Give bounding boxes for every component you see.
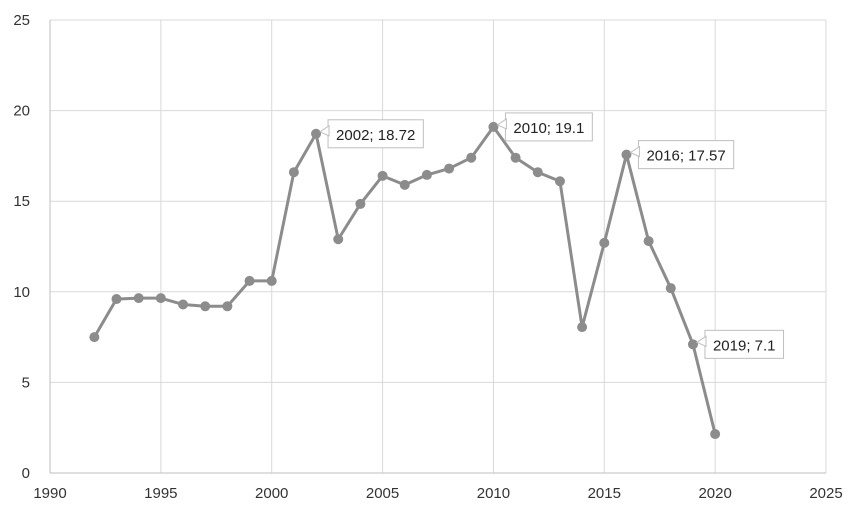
data-point: [687, 339, 698, 350]
data-label-text: 2016; 17.57: [646, 148, 725, 165]
y-tick-label: 15: [13, 193, 30, 210]
data-point: [621, 149, 632, 160]
data-point: [643, 236, 654, 247]
x-tick-label: 2010: [477, 485, 510, 502]
data-label-box: [327, 119, 424, 149]
data-point: [599, 237, 610, 248]
data-point: [421, 169, 432, 180]
grid-lines: [49, 19, 827, 474]
x-tick-label: 2025: [809, 485, 842, 502]
y-tick-label: 0: [22, 465, 30, 482]
y-tick-label: 5: [22, 374, 30, 391]
data-point: [377, 170, 388, 181]
data-label: 2010; 19.1: [496, 112, 593, 142]
data-label-text: 2002; 18.72: [336, 127, 415, 144]
data-point: [133, 293, 144, 304]
data-label-pointer: [629, 145, 640, 158]
x-tick-label: 1990: [33, 485, 66, 502]
x-tick-label: 2000: [255, 485, 288, 502]
data-point: [488, 121, 499, 132]
x-tick-label: 2020: [698, 485, 731, 502]
data-annotations: 2002; 18.72 2010; 19.1 2016; 17.57 2019; 7.…: [319, 112, 785, 359]
data-point: [444, 163, 455, 174]
data-point: [111, 294, 122, 305]
data-label-box: [504, 112, 593, 142]
data-point: [710, 429, 721, 440]
y-axis-ticks: 0 5 10 15 20 25: [13, 12, 30, 482]
data-label-pointer: [319, 124, 330, 137]
series-line: [93, 125, 717, 435]
data-label: 2002; 18.72: [319, 119, 424, 149]
data-point: [244, 275, 255, 286]
data-point: [288, 167, 299, 178]
data-point: [89, 332, 100, 343]
y-tick-label: 25: [13, 12, 30, 29]
data-label-pointer: [695, 335, 707, 348]
y-tick-label: 10: [13, 284, 30, 301]
data-point: [510, 152, 521, 163]
data-series: [89, 121, 721, 440]
data-point: [266, 275, 277, 286]
data-label: 2019; 7.1: [695, 329, 785, 359]
data-label-text: 2019; 7.1: [713, 337, 776, 354]
data-point: [466, 152, 477, 163]
data-point: [399, 179, 410, 190]
data-label-box: [704, 329, 785, 359]
data-point: [554, 176, 565, 187]
data-point: [665, 283, 676, 294]
data-label-box: [637, 140, 735, 170]
data-point: [222, 301, 233, 312]
x-axis-ticks: 1990 1995 2000 2005 2010 2015 2020 2025: [33, 485, 842, 502]
data-label-text: 2010; 19.1: [513, 120, 584, 137]
data-point: [200, 301, 211, 312]
x-tick-label: 2005: [366, 485, 399, 502]
x-tick-label: 1995: [144, 485, 177, 502]
data-label-pointer: [496, 117, 507, 130]
data-label: 2016; 17.57: [629, 140, 735, 170]
data-point: [355, 198, 366, 209]
data-point: [178, 299, 189, 310]
x-tick-label: 2015: [588, 485, 621, 502]
y-tick-label: 20: [13, 103, 30, 120]
data-point: [333, 234, 344, 245]
data-point: [532, 167, 543, 178]
data-point: [311, 128, 322, 139]
data-point: [577, 322, 588, 333]
data-point: [155, 293, 166, 304]
